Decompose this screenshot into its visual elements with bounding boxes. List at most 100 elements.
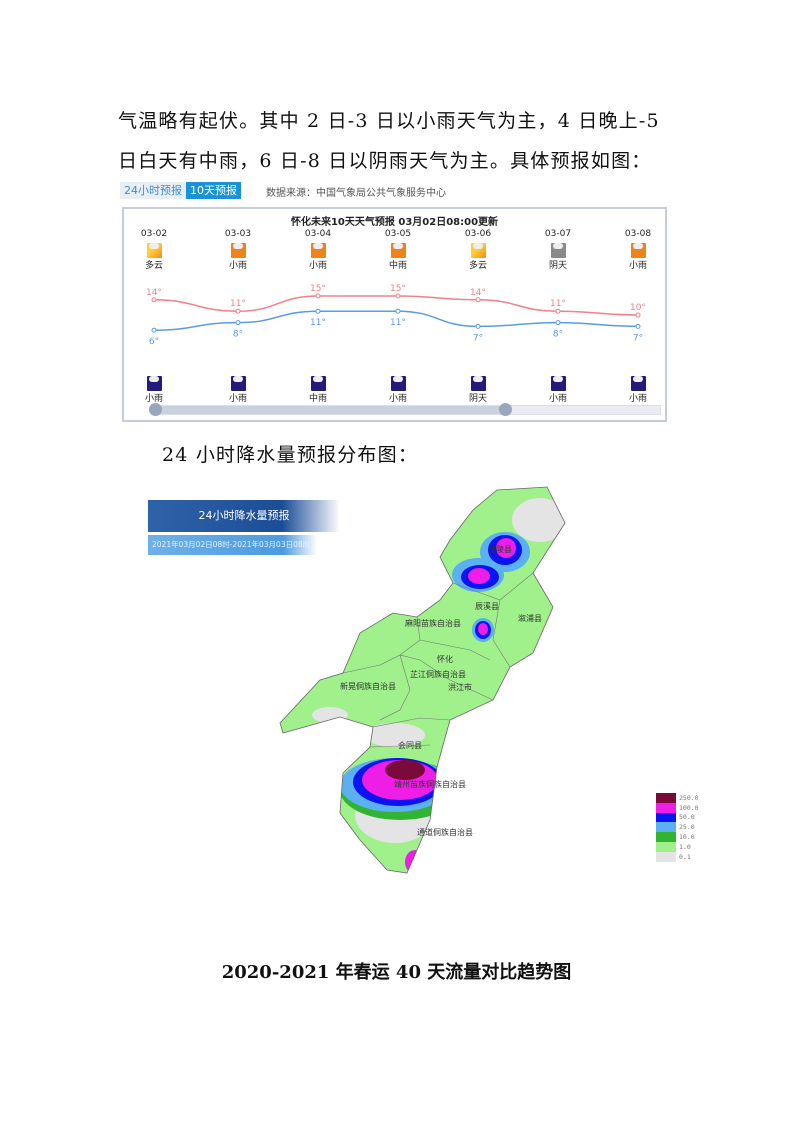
temperature-chart: 14° 11° 15° 15° 14° 11° 10° 6° 8° 11° 11° 7° 8° 7°	[146, 284, 646, 347]
map-banner-title: 24小时降水量预报	[148, 500, 340, 532]
low-temp-label: 11°	[390, 318, 406, 328]
light-rain-icon	[630, 243, 646, 258]
legend-value: 25.0	[679, 823, 695, 832]
night-weather: 小雨	[548, 394, 567, 404]
low-temp-point	[151, 327, 157, 333]
low-temp-label: 8°	[233, 330, 243, 340]
night-rain-icon	[230, 376, 246, 391]
low-temp-label: 6°	[149, 337, 159, 347]
high-temp-point	[315, 293, 321, 299]
low-temp-point	[475, 323, 481, 329]
legend-value: 100.0	[679, 803, 699, 812]
county-label: 怀化	[437, 654, 453, 664]
high-temp-label: 14°	[470, 288, 486, 298]
partly-cloudy-icon	[470, 243, 486, 258]
night-forecast: 中雨	[293, 372, 343, 404]
high-temp-label: 15°	[310, 284, 326, 294]
legend-value: 250.0	[679, 793, 699, 802]
legend-item: 100.0	[656, 802, 699, 813]
paragraph-line: 日白天有中雨，6 日-8 日以阴雨天气为主。具体预报如图：	[118, 150, 652, 172]
legend-item: 250.0	[656, 793, 699, 803]
night-rain-icon	[146, 376, 162, 391]
forecast-day: 03-06 多云	[453, 229, 503, 271]
legend-item: 0.1	[656, 851, 699, 862]
widget-title: 怀化未来10天天气预报 03月02日08:00更新	[290, 217, 499, 228]
tab-10day[interactable]: 10天预报	[186, 182, 241, 199]
low-temp-point	[635, 323, 641, 329]
overcast-icon	[550, 243, 566, 258]
forecast-day: 03-03 小雨	[213, 229, 263, 271]
high-temp-point	[475, 297, 481, 303]
high-temp-point	[555, 308, 561, 314]
date-label: 03-08	[624, 229, 652, 239]
high-temp-point	[151, 297, 157, 303]
high-temp-point	[635, 312, 641, 318]
forecast-day: 03-07 阴天	[533, 229, 583, 271]
low-temp-label: 7°	[473, 333, 483, 343]
forecast-widget: 怀化未来10天天气预报 03月02日08:00更新 03-02 多云 小雨 03-…	[122, 207, 667, 422]
day-weather: 小雨	[308, 261, 327, 271]
legend-swatch	[656, 841, 676, 852]
low-temp-point	[235, 320, 241, 326]
county-label: 辰溪县	[475, 601, 499, 611]
county-label: 溆浦县	[518, 613, 542, 623]
section-title: 2020-2021 年春运 40 天流量对比趋势图	[221, 962, 572, 983]
legend-swatch	[656, 822, 676, 833]
legend-value: 0.1	[679, 852, 691, 861]
high-temp-point	[395, 293, 401, 299]
night-weather: 小雨	[388, 394, 407, 404]
night-forecast: 小雨	[613, 372, 663, 404]
slider-handle-right[interactable]	[499, 403, 512, 416]
high-temp-label: 11°	[550, 299, 566, 309]
day-weather: 中雨	[388, 261, 407, 271]
high-temp-label: 11°	[230, 299, 246, 309]
county-label: 新晃侗族自治县	[340, 681, 396, 691]
partly-cloudy-icon	[146, 243, 162, 258]
day-weather: 阴天	[548, 261, 567, 271]
date-label: 03-06	[464, 229, 492, 239]
slider-fill	[155, 406, 505, 414]
range-slider[interactable]	[149, 403, 661, 416]
legend-swatch	[656, 812, 676, 823]
light-rain-icon	[230, 243, 246, 258]
night-weather: 阴天	[468, 394, 487, 404]
legend-item: 25.0	[656, 822, 699, 833]
caption: 24 小时降水量预报分布图：	[162, 444, 419, 466]
light-rain-icon	[310, 243, 326, 258]
region-0.1mm	[365, 723, 425, 747]
high-temp-label: 15°	[390, 284, 406, 294]
night-forecast: 小雨	[129, 372, 179, 404]
date-label: 03-02	[140, 229, 168, 239]
high-temp-label: 10°	[630, 303, 646, 313]
legend-item: 10.0	[656, 832, 699, 842]
day-weather: 多云	[144, 261, 163, 271]
night-weather: 中雨	[308, 394, 327, 404]
forecast-day: 03-02 多云	[129, 229, 179, 271]
slider-handle-left[interactable]	[149, 403, 162, 416]
night-weather: 小雨	[228, 394, 247, 404]
legend-item: 1.0	[656, 841, 699, 852]
night-forecast: 小雨	[213, 372, 263, 404]
date-label: 03-03	[224, 229, 252, 239]
low-temp-label: 11°	[310, 318, 326, 328]
legend-swatch	[656, 832, 676, 842]
moderate-rain-icon	[390, 243, 406, 258]
night-forecast: 小雨	[373, 372, 423, 404]
day-weather: 小雨	[228, 261, 247, 271]
legend-value: 50.0	[679, 813, 695, 822]
data-source: 数据来源：中国气象局公共气象服务中心	[266, 188, 446, 199]
paragraph-line: 气温略有起伏。其中 2 日-3 日以小雨天气为主，4 日晚上-5	[118, 110, 660, 132]
county-label: 洪江市	[448, 682, 472, 692]
low-temp-point	[555, 320, 561, 326]
county-label: 芷江侗族自治县	[410, 669, 466, 679]
legend-swatch	[656, 793, 676, 803]
high-temp-label: 14°	[146, 288, 162, 298]
region-0.1mm	[312, 707, 348, 723]
map-banner-period: 2021年03月02日08时-2021年03月03日08时	[148, 535, 317, 555]
heavy-rain-south	[340, 758, 460, 873]
tab-24h[interactable]: 24小时预报	[120, 182, 186, 199]
legend-swatch	[656, 851, 676, 862]
date-label: 03-07	[544, 229, 572, 239]
